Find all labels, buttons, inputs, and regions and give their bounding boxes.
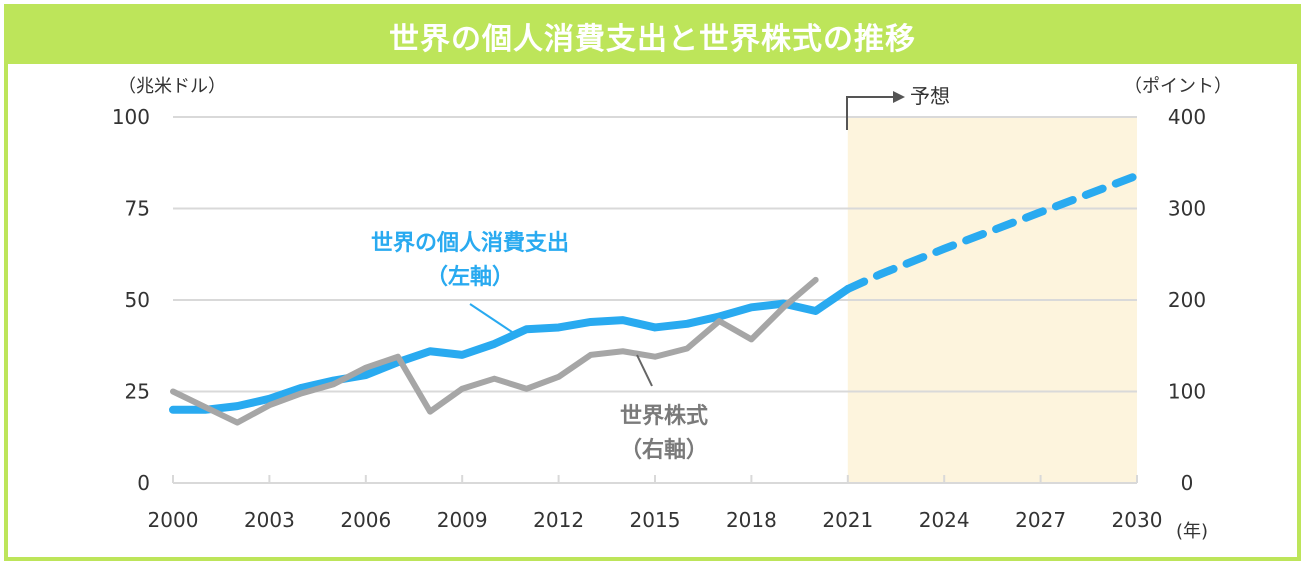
- x-tick-label: 2009: [437, 508, 488, 532]
- y-left-tick-label: 100: [112, 105, 150, 129]
- chart-title: 世界の個人消費支出と世界株式の推移: [389, 22, 916, 57]
- x-tick-label: 2027: [1015, 508, 1066, 532]
- y-right-tick-label: 200: [1168, 288, 1206, 312]
- x-tick-label: 2021: [822, 508, 873, 532]
- y-left-tick-label: 25: [125, 380, 150, 404]
- consumption-line: [169, 285, 852, 414]
- x-tick-label: 2030: [1112, 508, 1163, 532]
- stocks-line: [170, 276, 819, 426]
- y-left-tick-label: 50: [125, 288, 150, 312]
- forecast-arrow-line: [846, 96, 893, 130]
- y-left-tick-label: 0: [137, 471, 150, 495]
- forecast-label: 予想: [910, 84, 950, 108]
- x-tick-label: 2000: [148, 508, 199, 532]
- left-axis-unit: （兆米ドル）: [118, 76, 226, 97]
- x-tick-label: 2003: [244, 508, 295, 532]
- x-tick-label: 2024: [919, 508, 970, 532]
- y-right-tick-label: 100: [1168, 380, 1206, 404]
- x-axis-unit: (年): [1176, 521, 1208, 542]
- y-left-tick-label: 75: [125, 197, 150, 221]
- x-tick-label: 2012: [533, 508, 584, 532]
- x-tick-label: 2018: [726, 508, 777, 532]
- consumption-leader-line: [469, 303, 513, 333]
- y-right-tick-label: 400: [1168, 105, 1206, 129]
- forecast-arrow-icon: [893, 91, 905, 103]
- consumption-series-label: 世界の個人消費支出: [371, 231, 569, 256]
- stocks-series-label: 世界株式: [620, 404, 708, 429]
- title-bar: 世界の個人消費支出と世界株式の推移: [8, 8, 1297, 64]
- y-right-tick-label: 300: [1168, 197, 1206, 221]
- consumption-forecast-line: [843, 171, 1141, 294]
- y-right-tick-label: 0: [1181, 471, 1194, 495]
- x-tick-label: 2006: [340, 508, 391, 532]
- stocks-leader-line: [636, 354, 653, 387]
- consumption-axis-note: （左軸）: [426, 264, 514, 290]
- stocks-axis-note: （右軸）: [620, 437, 708, 463]
- x-tick-label: 2015: [630, 508, 681, 532]
- right-axis-unit: （ポイント）: [1124, 76, 1232, 97]
